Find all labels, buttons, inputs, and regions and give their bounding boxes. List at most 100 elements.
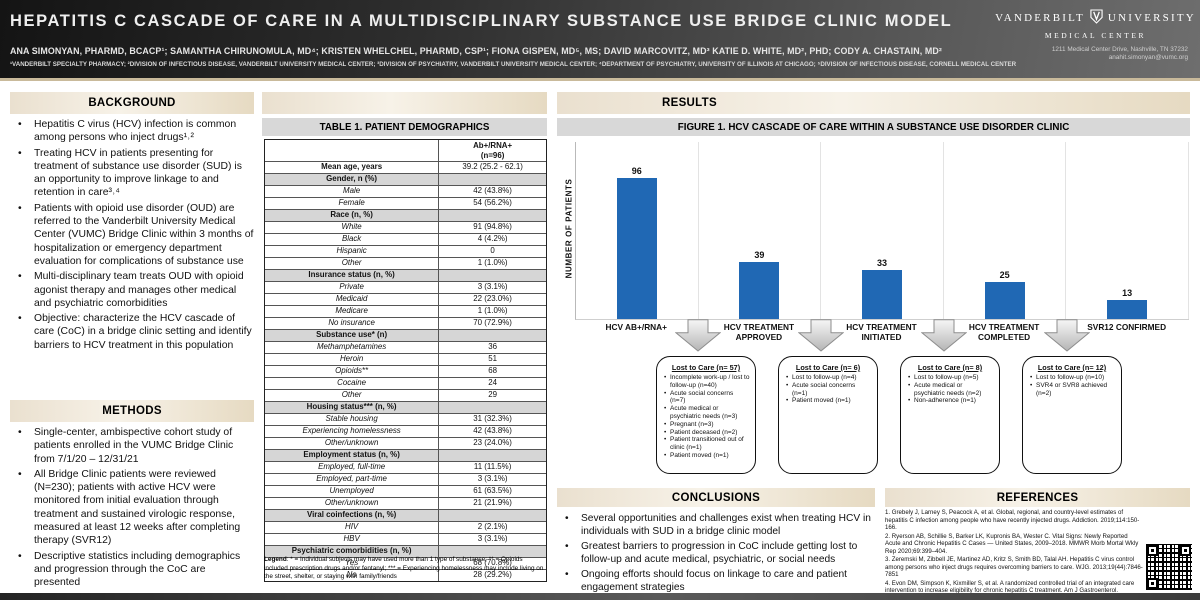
table-row-label: Yes [265, 558, 440, 569]
logo-email: anahit.simonyan@vumc.org [1108, 54, 1188, 61]
table-row-value: 36 [488, 342, 497, 351]
table-row-value: 91 (94.8%) [473, 222, 512, 231]
lost-to-care-items: Lost to follow-up (n=4)Acute social conc… [784, 374, 872, 405]
table-row-label: Hispanic [265, 246, 440, 257]
logo-address: 1211 Medical Center Drive, Nashville, TN… [1051, 46, 1188, 53]
table-row: Heroin 51 [265, 354, 546, 366]
table-row: Other 29 [265, 390, 546, 402]
table-row-label: Race (n, %) [265, 210, 440, 221]
lost-to-care-item: Incomplete work-up / lost to follow-up (… [662, 374, 750, 390]
table-row-label: Gender, n (%) [265, 174, 440, 185]
table-row: Unemployed 61 (63.5%) [265, 486, 546, 498]
table-row: No 28 (29.2%) [265, 570, 546, 581]
cascade-bar-chart: 96 39 33 25 13 [575, 142, 1189, 320]
background-bullets: Hepatitis C virus (HCV) infection is com… [10, 116, 254, 352]
table-row-value: 54 (56.2%) [473, 198, 512, 207]
lost-to-care-items: Lost to follow-up (n=10)SVR4 or SVR8 ach… [1028, 374, 1116, 397]
table-row-label: Other/unknown [265, 498, 440, 509]
table-row-value [439, 402, 546, 413]
table-row: Psychiatric comorbidities (n, %) [265, 546, 546, 558]
table-row-label: Methamphetamines [265, 342, 440, 353]
table-row-label: Employed, full-time [265, 462, 440, 473]
table-row: Other/unknown 21 (21.9%) [265, 498, 546, 510]
figure-bar [616, 178, 657, 319]
table-row-value: 4 (4.2%) [477, 234, 508, 243]
table-row-value: 61 (63.5%) [473, 486, 512, 495]
middle-blank-band [262, 92, 547, 114]
table-row: Mean age, years 39.2 (25.2 - 62.1) [265, 162, 546, 174]
conclusions-bullets: Several opportunities and challenges exi… [557, 510, 875, 594]
table-row-label: Unemployed [265, 486, 440, 497]
lost-to-care-title: Lost to Care (n= 12) [1037, 363, 1107, 372]
table-row: White 91 (94.8%) [265, 222, 546, 234]
figure-bar [861, 270, 902, 319]
reference-item: 3. Zeremski M, Zibbell JE, Martinez AD, … [885, 556, 1143, 578]
table-row: Female 54 (56.2%) [265, 198, 546, 210]
table-row-value: 11 (11.5%) [473, 462, 512, 471]
references-list: 1. Grebely J, Larney S, Peacock A, et al… [885, 509, 1143, 600]
table-row-value: 24 [488, 378, 497, 387]
table-row: Other 1 (1.0%) [265, 258, 546, 270]
table-row-value: 23 (24.0%) [473, 438, 512, 447]
chart-column: 25 [944, 142, 1067, 319]
logo-university-right: UNIVERSITY [1107, 12, 1196, 24]
methods-heading: METHODS [10, 400, 254, 422]
methods-bullets: Single-center, ambispective cohort study… [10, 424, 254, 590]
table-row: Yes 68 (70.8%) [265, 558, 546, 570]
conclusions-heading: CONCLUSIONS [557, 488, 875, 507]
methods-bullet: Descriptive statistics including demogra… [10, 550, 254, 590]
table-row-label: Substance use* (n) [265, 330, 440, 341]
lost-to-care-items: Lost to follow-up (n=5)Acute medical or … [906, 374, 994, 405]
results-heading-band: RESULTS [557, 92, 1190, 114]
table-row: Male 42 (43.8%) [265, 186, 546, 198]
table-row: Opioids** 68 [265, 366, 546, 378]
down-arrow-icon [675, 319, 721, 352]
table-row-label: Heroin [265, 354, 440, 365]
table-row-value: 68 (70.8%) [473, 558, 512, 567]
authors-line: ANA SIMONYAN, PHARMD, BCACP¹; SAMANTHA C… [10, 46, 942, 56]
table-row-label: Mean age, years [265, 162, 440, 173]
table-body: Mean age, years 39.2 (25.2 - 62.1) Gende… [265, 162, 546, 581]
table-row: Cocaine 24 [265, 378, 546, 390]
table-row-label: Cocaine [265, 378, 440, 389]
table-row-label: Employment status (n, %) [265, 450, 440, 461]
bar-value-label: 96 [631, 166, 642, 176]
bar-value-label: 25 [999, 270, 1010, 280]
footer-strip [0, 593, 1200, 600]
down-arrow-icon [798, 319, 844, 352]
methods-bullet: All Bridge Clinic patients were reviewed… [10, 468, 254, 548]
table-row: Substance use* (n) [265, 330, 546, 342]
table-row-value: 3 (3.1%) [477, 474, 508, 483]
down-arrow-icon [1044, 319, 1090, 352]
table-row-label: Viral coinfections (n, %) [265, 510, 440, 521]
chart-x-labels: HCV AB+/RNA+ HCV TREATMENT APPROVED HCV … [575, 322, 1188, 342]
lost-to-care-item: Patient deceased (n=2) [662, 429, 750, 437]
table-row: HIV 2 (2.1%) [265, 522, 546, 534]
table-row: Private 3 (3.1%) [265, 282, 546, 294]
lost-to-care-item: Acute medical or psychiatric needs (n=2) [906, 382, 994, 398]
figure1-title: FIGURE 1. HCV CASCADE OF CARE WITHIN A S… [557, 118, 1190, 136]
table-row-value: 29 [488, 390, 497, 399]
table-row: Hispanic 0 [265, 246, 546, 258]
methods-bullet: Single-center, ambispective cohort study… [10, 426, 254, 466]
lost-to-care-box-3: Lost to Care (n= 8) Lost to follow-up (n… [900, 356, 1000, 474]
table-row-value: 0 [490, 246, 495, 255]
lost-to-care-item: Lost to follow-up (n=5) [906, 374, 994, 382]
table-row-value: 42 (43.8%) [473, 186, 512, 195]
conclusions-bullet: Greatest barriers to progression in CoC … [557, 540, 875, 566]
table-row-label: Black [265, 234, 440, 245]
lost-to-care-item: Patient moved (n=1) [662, 452, 750, 460]
figure-bar [1107, 300, 1148, 319]
table-row: Methamphetamines 36 [265, 342, 546, 354]
affiliations-line: ¹VANDERBILT SPECIALTY PHARMACY; ²DIVISIO… [10, 61, 1017, 68]
table-row: No insurance 70 (72.9%) [265, 318, 546, 330]
table-row: Race (n, %) [265, 210, 546, 222]
table-row-value: 1 (1.0%) [477, 258, 508, 267]
lost-to-care-title: Lost to Care (n= 57) [671, 363, 741, 372]
table-row-value: 31 (32.3%) [473, 414, 512, 423]
table-row-label: Insurance status (n, %) [265, 270, 440, 281]
table-row-label: Experiencing homelessness [265, 426, 440, 437]
table-row-label: HIV [265, 522, 440, 533]
table-row: Employed, full-time 11 (11.5%) [265, 462, 546, 474]
table-row-label: Medicaid [265, 294, 440, 305]
